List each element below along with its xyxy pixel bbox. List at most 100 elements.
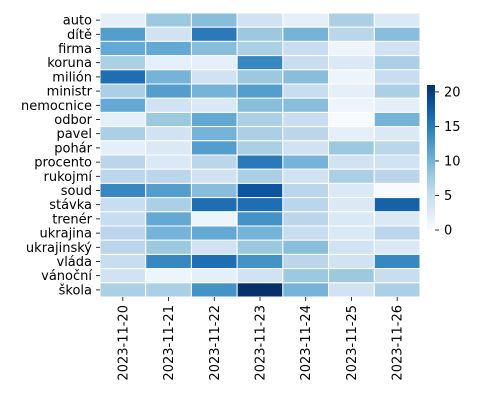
y-tick-label: ministr bbox=[47, 85, 93, 100]
heatmap-cell bbox=[190, 55, 238, 71]
heatmap-cell bbox=[373, 83, 421, 99]
heatmap-cell bbox=[373, 69, 421, 85]
colorbar-tick-label: 5 bbox=[444, 189, 452, 204]
heatmap-cell bbox=[99, 83, 147, 99]
heatmap-cell bbox=[328, 83, 375, 99]
heatmap-cell bbox=[282, 111, 330, 128]
colorbar: 0 5 10 15 20 bbox=[427, 85, 461, 239]
heatmap-cell bbox=[190, 253, 238, 270]
y-tick-label: vánoční bbox=[41, 269, 92, 284]
heatmap-cell bbox=[190, 12, 238, 28]
heatmap-cell bbox=[99, 197, 147, 213]
heatmap-cell bbox=[145, 69, 192, 85]
y-tick-label: pohár bbox=[54, 141, 92, 156]
heatmap-cell bbox=[145, 182, 192, 199]
heatmap-cell bbox=[145, 111, 192, 128]
heatmap-cell bbox=[328, 197, 375, 213]
heatmap-cell bbox=[328, 239, 375, 255]
heatmap-cell bbox=[145, 253, 192, 270]
heatmap-cell bbox=[282, 197, 330, 213]
heatmap-cell bbox=[282, 253, 330, 270]
y-tick-label: auto bbox=[63, 14, 92, 29]
heatmap-cell bbox=[190, 168, 238, 184]
y-tick-label: firma bbox=[58, 42, 92, 57]
y-tick-label: vláda bbox=[57, 255, 93, 270]
heatmap-cell bbox=[328, 40, 375, 57]
colorbar-gradient bbox=[427, 85, 435, 230]
heatmap-cell bbox=[282, 83, 330, 99]
heatmap-cell bbox=[282, 154, 330, 170]
heatmap-cell bbox=[190, 69, 238, 85]
y-tick-label: procento bbox=[34, 156, 92, 171]
y-tick-label: odbor bbox=[54, 113, 92, 128]
heatmap-cell bbox=[99, 40, 147, 57]
y-tick-label: stávka bbox=[49, 198, 92, 213]
y-tick-label: pavel bbox=[56, 127, 92, 142]
heatmap-cell bbox=[99, 140, 147, 156]
heatmap-cell bbox=[190, 211, 238, 227]
y-tick-label: soud bbox=[61, 184, 92, 199]
heatmap-cell bbox=[145, 40, 192, 57]
heatmap-cell bbox=[99, 253, 147, 270]
heatmap-cell bbox=[145, 26, 192, 42]
heatmap-cell bbox=[373, 97, 421, 113]
heatmap-cell bbox=[99, 154, 147, 170]
heatmap-cell bbox=[99, 211, 147, 227]
y-tick-label: trenér bbox=[52, 212, 92, 227]
heatmap-cell bbox=[328, 268, 375, 284]
heatmap-cell bbox=[99, 225, 147, 241]
heatmap-cell bbox=[99, 282, 147, 298]
heatmap-cell bbox=[236, 211, 284, 227]
heatmap-cell bbox=[282, 211, 330, 227]
colorbar-ticks: 0 5 10 15 20 bbox=[435, 85, 461, 239]
x-axis-labels: 2023-11-20 2023-11-21 2023-11-22 2023-11-23… bbox=[116, 297, 406, 381]
heatmap-cell bbox=[190, 40, 238, 57]
heatmap-cell bbox=[328, 182, 375, 199]
y-tick-label: ukrajinský bbox=[26, 241, 92, 256]
heatmap-cell bbox=[328, 282, 375, 298]
colorbar-tick-label: 20 bbox=[444, 85, 461, 100]
y-tick-label: rukojmí bbox=[44, 170, 93, 185]
heatmap-cell bbox=[190, 225, 238, 241]
heatmap-cell bbox=[99, 69, 147, 85]
heatmap-cell bbox=[282, 268, 330, 284]
heatmap-cell bbox=[328, 154, 375, 170]
colorbar-tick-label: 10 bbox=[444, 154, 461, 169]
heatmap-cell bbox=[99, 12, 147, 28]
heatmap-cell bbox=[145, 55, 192, 71]
heatmap-cell bbox=[373, 268, 421, 284]
heatmap-cell bbox=[236, 225, 284, 241]
heatmap-cell bbox=[190, 97, 238, 113]
heatmap-cell bbox=[99, 97, 147, 113]
heatmap-cell bbox=[236, 140, 284, 156]
heatmap-cell bbox=[373, 211, 421, 227]
heatmap-cell bbox=[236, 126, 284, 142]
heatmap-cell bbox=[328, 126, 375, 142]
heatmap-cell bbox=[145, 168, 192, 184]
heatmap-cell bbox=[145, 126, 192, 142]
y-tick-label: nemocnice bbox=[21, 99, 92, 114]
heatmap-cell bbox=[328, 97, 375, 113]
heatmap-cell bbox=[373, 225, 421, 241]
x-tick-label: 2023-11-24 bbox=[299, 305, 314, 381]
heatmap-cell bbox=[99, 111, 147, 128]
heatmap-cell bbox=[99, 168, 147, 184]
x-tick-label: 2023-11-22 bbox=[208, 305, 223, 381]
heatmap-cell bbox=[328, 168, 375, 184]
heatmap-cell bbox=[282, 168, 330, 184]
heatmap-cell bbox=[282, 182, 330, 199]
heatmap-cell bbox=[373, 111, 421, 128]
heatmap-cell bbox=[328, 69, 375, 85]
heatmap-cell bbox=[145, 140, 192, 156]
heatmap-cell bbox=[373, 182, 421, 199]
heatmap-cell bbox=[282, 40, 330, 57]
heatmap-cell bbox=[236, 182, 284, 199]
heatmap-cell bbox=[99, 55, 147, 71]
x-tick-label: 2023-11-25 bbox=[345, 305, 360, 381]
heatmap-cell bbox=[236, 253, 284, 270]
heatmap-cell bbox=[190, 182, 238, 199]
heatmap-cell bbox=[236, 168, 284, 184]
heatmap-cell bbox=[373, 282, 421, 298]
heatmap-cell bbox=[373, 140, 421, 156]
heatmap-cell bbox=[190, 197, 238, 213]
